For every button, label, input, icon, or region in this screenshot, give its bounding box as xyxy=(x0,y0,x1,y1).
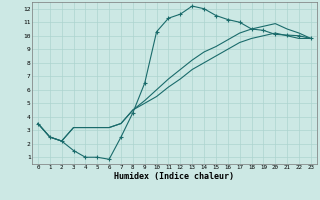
X-axis label: Humidex (Indice chaleur): Humidex (Indice chaleur) xyxy=(115,172,234,181)
